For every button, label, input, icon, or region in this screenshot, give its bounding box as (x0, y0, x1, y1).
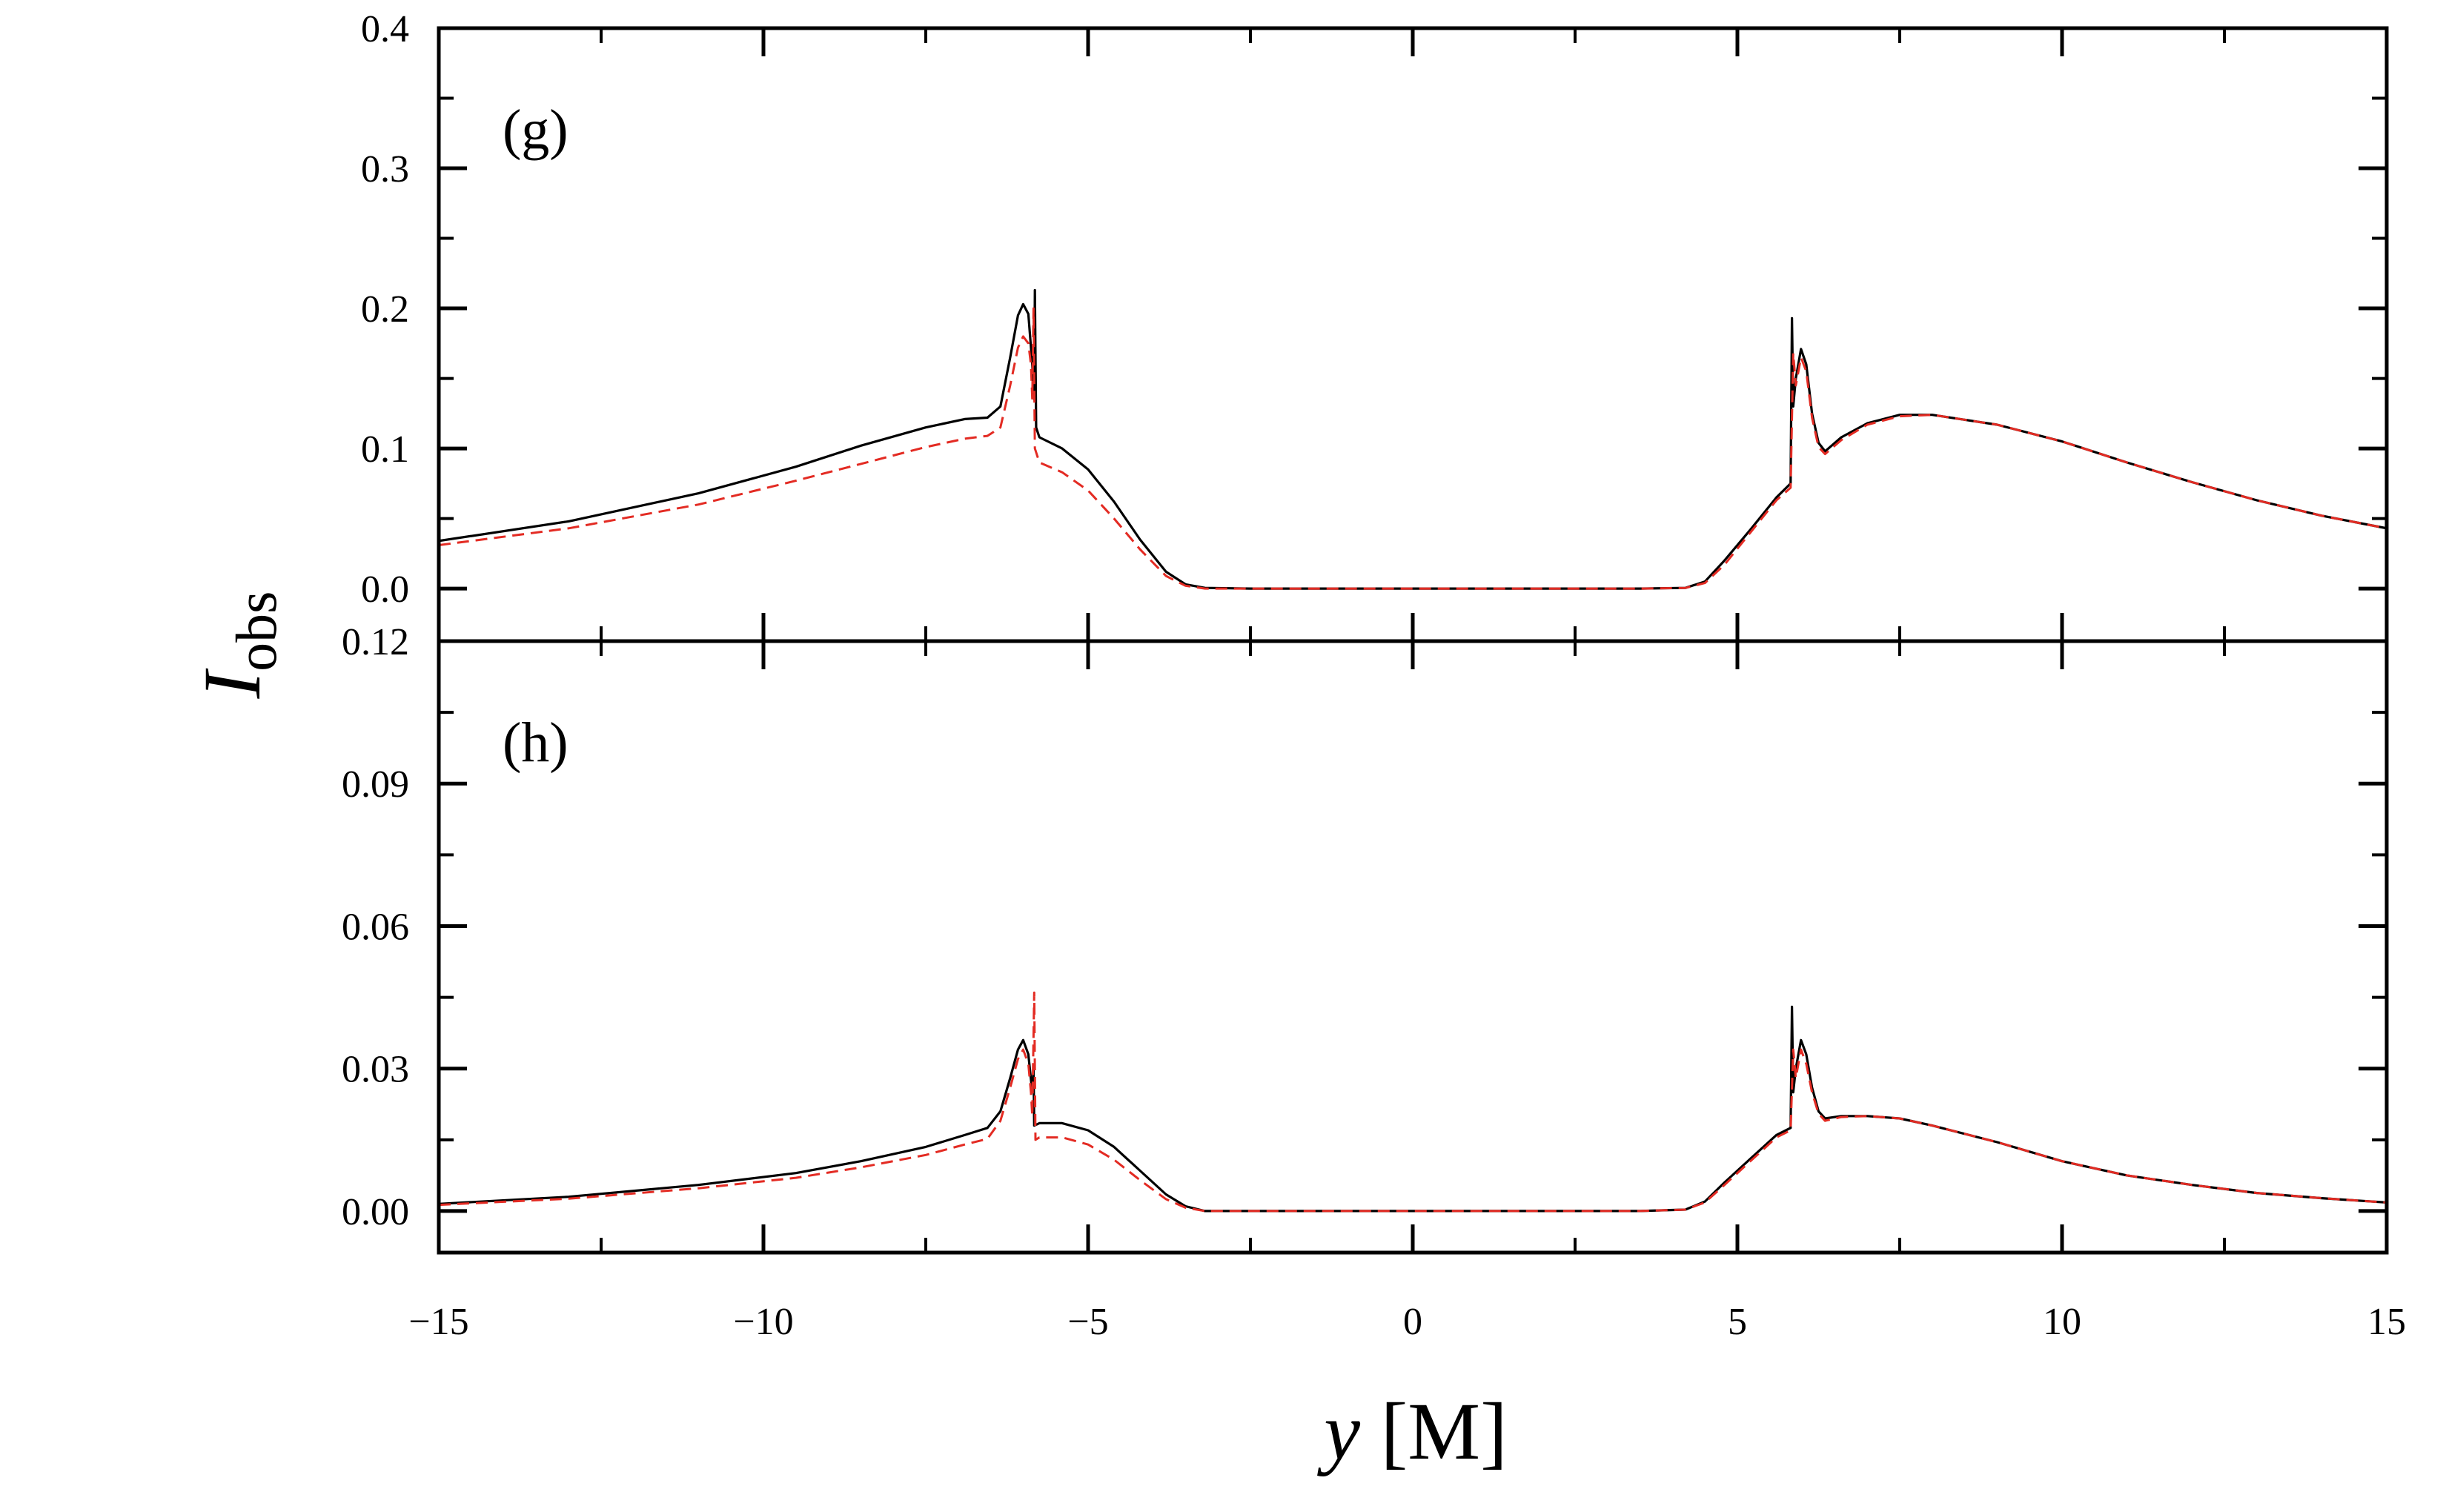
panel-label-1: (h) (503, 712, 569, 774)
x-tick-label: −5 (1067, 1301, 1108, 1343)
y-axis-title-var: I (187, 669, 277, 700)
y-axis-title: Iobs (187, 591, 288, 700)
plot-layer: 0.0 0.1 0.2 0.3 0.4 (g) 0.00 0.03 0.06 0.09 0.12 (h… (342, 8, 2406, 1343)
y-tick-label: 0.1 (361, 428, 409, 471)
x-tick-label: 15 (2367, 1301, 2406, 1343)
panel-0: 0.0 0.1 0.2 0.3 0.4 (g) (361, 8, 2389, 643)
y-tick-label: 0.3 (361, 148, 409, 190)
x-tick-label: −15 (408, 1301, 468, 1343)
x-axis-title: y [M] (1316, 1386, 1507, 1476)
series-line-dashed-panel-1 (439, 991, 2387, 1213)
y-tick-label: 0.00 (342, 1191, 409, 1233)
y-tick-label: 0.12 (342, 621, 409, 663)
y-tick-label: 0.03 (342, 1049, 409, 1091)
x-axis-title-var: y (1316, 1386, 1360, 1476)
y-tick-label: 0.4 (361, 8, 409, 50)
x-tick-label: 10 (2043, 1301, 2081, 1343)
x-tick-label: −10 (733, 1301, 793, 1343)
y-tick-label: 0.0 (361, 568, 409, 611)
x-tick-label: 0 (1403, 1301, 1422, 1343)
y-tick-label: 0.06 (342, 906, 409, 948)
panel-label-0: (g) (503, 99, 569, 161)
x-axis-title-space (1360, 1386, 1381, 1476)
series-line-dashed-panel-0 (439, 307, 2387, 590)
x-axis-title-unit: [M] (1381, 1386, 1508, 1476)
x-tick-label: 5 (1728, 1301, 1747, 1343)
y-tick-label: 0.09 (342, 763, 409, 806)
y-axis-title-sub: obs (224, 591, 288, 672)
panel-1: 0.00 0.03 0.06 0.09 0.12 (h) (342, 621, 2389, 1255)
y-tick-label: 0.2 (361, 288, 409, 331)
